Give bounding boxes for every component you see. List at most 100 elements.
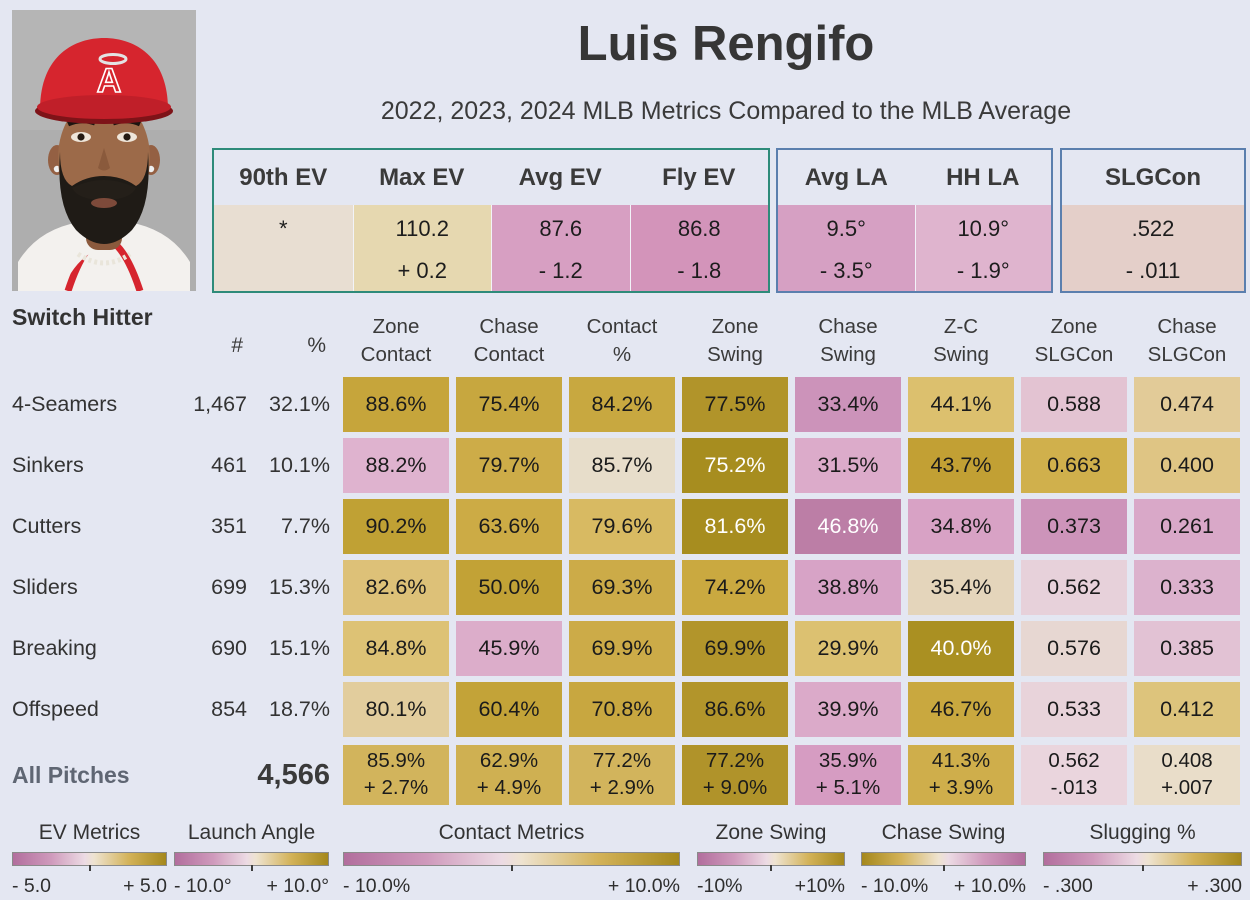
stat-cell[interactable]: 86.6% (682, 682, 788, 737)
metric-value-cell[interactable]: * (214, 205, 353, 291)
metric-value-cell[interactable]: 110.2 + 0.2 (352, 205, 491, 291)
metric-delta: - 1.2 (538, 258, 583, 283)
stat-cell[interactable]: 74.2% (682, 560, 788, 615)
legend-center-tick (250, 865, 253, 871)
metric-label: 90th EV (239, 163, 328, 191)
metric-value-cell[interactable]: 9.5° - 3.5° (778, 205, 915, 291)
stat-delta: + 9.0% (702, 776, 768, 799)
stat-cell[interactable]: 0.474 (1134, 377, 1240, 432)
stat-cell[interactable]: 39.9% (795, 682, 901, 737)
legend-max-label: + 5.0 (123, 875, 167, 897)
stat-cell-total[interactable]: 85.9% + 2.7% (343, 745, 449, 805)
table-row: Cutters 351 7.7% 90.2% 63.6% 79.6% 81.6% 46.8% 3… (12, 499, 1240, 554)
stat-cell-total[interactable]: 41.3% + 3.9% (908, 745, 1014, 805)
metric-delta: - 3.5° (819, 258, 873, 283)
stat-cell[interactable]: 90.2% (343, 499, 449, 554)
metric-value-cell[interactable]: 10.9° - 1.9° (914, 205, 1051, 291)
stat-cell[interactable]: 29.9% (795, 621, 901, 676)
metric-column-header: Zone Swing (707, 314, 763, 367)
legend-gradient-bar[interactable] (174, 852, 329, 871)
legend-gradient-bar[interactable] (697, 852, 845, 871)
stat-cell-total[interactable]: 62.9% + 4.9% (456, 745, 562, 805)
stat-cell[interactable]: 84.8% (343, 621, 449, 676)
stat-cell[interactable]: 79.6% (569, 499, 675, 554)
svg-text:A: A (97, 62, 122, 100)
stat-delta: +.007 (1161, 776, 1213, 799)
metric-delta: - 1.8 (677, 258, 722, 283)
legend-range: -10% +10% (697, 875, 845, 898)
metric-delta: + 0.2 (397, 258, 448, 283)
stat-cell-total[interactable]: 77.2% + 2.9% (569, 745, 675, 805)
page-title: Luis Rengifo (577, 17, 875, 71)
metric-column-header: Chase Swing (818, 314, 878, 367)
stat-cell[interactable]: 69.9% (569, 621, 675, 676)
stat-cell[interactable]: 63.6% (456, 499, 562, 554)
legend-gradient-bar[interactable] (861, 852, 1026, 871)
pitch-count: 351 (211, 514, 247, 538)
pitch-usage-pct: 18.7% (269, 697, 330, 721)
stat-cell[interactable]: 0.412 (1134, 682, 1240, 737)
legend-gradient-bar[interactable] (343, 852, 680, 871)
stat-cell-total[interactable]: 0.408 +.007 (1134, 745, 1240, 805)
legend-max-label: + 10.0% (607, 875, 680, 897)
metric-label: Avg LA (804, 163, 888, 191)
stat-cell[interactable]: 33.4% (795, 377, 901, 432)
metric-column: Avg LA 9.5° - 3.5° (778, 150, 915, 291)
stat-cell[interactable]: 38.8% (795, 560, 901, 615)
legend-title: Slugging % (1089, 821, 1196, 844)
metric-value-cell[interactable]: 86.8 - 1.8 (629, 205, 768, 291)
stat-cell-total[interactable]: 77.2% + 9.0% (682, 745, 788, 805)
legend-center-tick (88, 865, 91, 871)
metric-group: Avg LA 9.5° - 3.5° HH LA 10.9° - 1.9° (776, 148, 1053, 293)
stat-cell[interactable]: 0.588 (1021, 377, 1127, 432)
stat-cell[interactable]: 84.2% (569, 377, 675, 432)
stat-cell[interactable]: 0.400 (1134, 438, 1240, 493)
metric-column-header: Zone Contact (360, 314, 432, 367)
legend-max-label: + .300 (1187, 875, 1242, 897)
stat-cell[interactable]: 43.7% (908, 438, 1014, 493)
stat-cell[interactable]: 0.333 (1134, 560, 1240, 615)
stat-cell[interactable]: 69.3% (569, 560, 675, 615)
stat-cell[interactable]: 0.562 (1021, 560, 1127, 615)
metric-value-cell[interactable]: .522 - .011 (1062, 205, 1244, 291)
stat-cell[interactable]: 70.8% (569, 682, 675, 737)
stat-cell[interactable]: 0.373 (1021, 499, 1127, 554)
stat-cell[interactable]: 79.7% (456, 438, 562, 493)
legend-title: Launch Angle (187, 821, 316, 844)
stat-cell[interactable]: 0.663 (1021, 438, 1127, 493)
legend-range: - .300 + .300 (1043, 875, 1242, 898)
stat-cell[interactable]: 35.4% (908, 560, 1014, 615)
stat-cell[interactable]: 0.385 (1134, 621, 1240, 676)
stat-cell[interactable]: 69.9% (682, 621, 788, 676)
stat-cell[interactable]: 88.2% (343, 438, 449, 493)
stat-cell[interactable]: 60.4% (456, 682, 562, 737)
stat-cell[interactable]: 80.1% (343, 682, 449, 737)
table-row: 4-Seamers 1,467 32.1% 88.6% 75.4% 84.2% 77.5% 3… (12, 377, 1240, 432)
metric-value-cell[interactable]: 87.6 - 1.2 (491, 205, 630, 291)
legend-max-label: + 10.0° (266, 875, 329, 897)
stat-cell-total[interactable]: 35.9% + 5.1% (795, 745, 901, 805)
stat-cell[interactable]: 0.261 (1134, 499, 1240, 554)
stat-cell[interactable]: 75.2% (682, 438, 788, 493)
stat-cell[interactable]: 45.9% (456, 621, 562, 676)
stat-cell[interactable]: 0.533 (1021, 682, 1127, 737)
stat-cell[interactable]: 77.5% (682, 377, 788, 432)
stat-cell[interactable]: 0.576 (1021, 621, 1127, 676)
stat-cell[interactable]: 75.4% (456, 377, 562, 432)
stat-cell[interactable]: 82.6% (343, 560, 449, 615)
legend-gradient-bar[interactable] (1043, 852, 1242, 871)
stat-cell[interactable]: 31.5% (795, 438, 901, 493)
stat-cell[interactable]: 50.0% (456, 560, 562, 615)
stat-cell[interactable]: 46.7% (908, 682, 1014, 737)
stat-cell[interactable]: 85.7% (569, 438, 675, 493)
stat-cell-total[interactable]: 0.562 -.013 (1021, 745, 1127, 805)
stat-cell[interactable]: 44.1% (908, 377, 1014, 432)
legend-gradient-bar[interactable] (12, 852, 167, 871)
color-legend: Launch Angle - 10.0° + 10.0° (174, 821, 329, 898)
stat-cell[interactable]: 40.0% (908, 621, 1014, 676)
stat-cell[interactable]: 46.8% (795, 499, 901, 554)
stat-cell[interactable]: 88.6% (343, 377, 449, 432)
stat-cell[interactable]: 81.6% (682, 499, 788, 554)
stat-value: 41.3% (931, 749, 991, 773)
stat-cell[interactable]: 34.8% (908, 499, 1014, 554)
